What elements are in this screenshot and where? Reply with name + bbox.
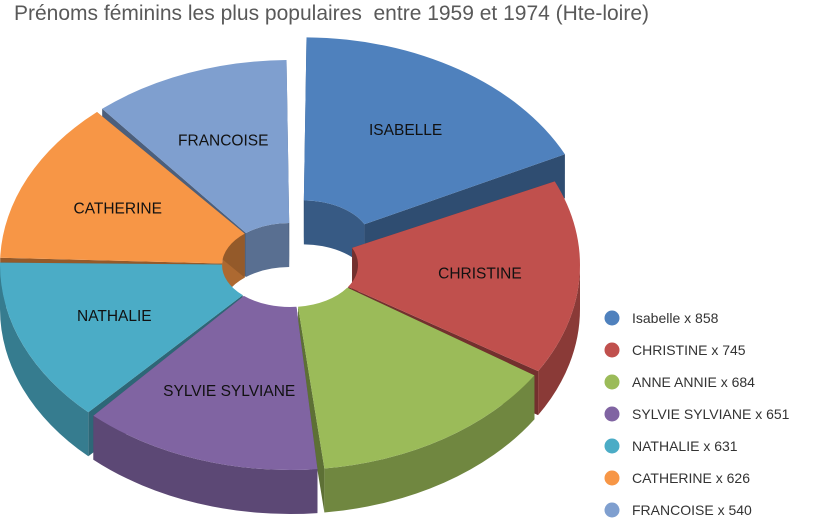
slice-outer-wall: [93, 415, 318, 514]
legend-marker: [604, 502, 620, 518]
slice-labels: ISABELLE CHRISTINE SYLVIE SYLVIANE NATHALIE…: [74, 122, 522, 400]
slice-outer-wall: [538, 265, 580, 416]
legend-marker: [604, 470, 620, 486]
slice-label: FRANCOISE: [178, 132, 268, 149]
legend-entry: CHRISTINE x 745: [632, 342, 746, 358]
legend-marker: [604, 406, 620, 422]
legend-entry: CATHERINE x 626: [632, 470, 750, 486]
slice-top-face: [298, 287, 535, 469]
chart-title: Prénoms féminins les plus populaires ent…: [14, 2, 649, 25]
slice-inner-wall: [245, 223, 290, 278]
slice-outer-wall: [0, 265, 89, 457]
legend-entry: FRANCOISE x 540: [632, 502, 752, 518]
slice-label: SYLVIE SYLVIANE: [163, 383, 295, 400]
slice-anne-annie: [298, 287, 535, 513]
legend-marker: [604, 374, 620, 390]
slice-label: ISABELLE: [369, 122, 442, 139]
slice-sylvie-sylviane: [93, 295, 318, 514]
legend-entry: ANNE ANNIE x 684: [632, 374, 755, 390]
slice-side-face: [298, 306, 325, 513]
slice-outer-wall: [324, 375, 535, 513]
legend: Isabelle x 858 CHRISTINE x 745 ANNE ANNIE …: [604, 310, 790, 518]
slice-top-face: [93, 295, 318, 470]
slice-top-face: [102, 60, 290, 234]
slice-top-face: [348, 181, 580, 372]
legend-entry: SYLVIE SYLVIANE x 651: [632, 406, 790, 422]
legend-marker: [604, 438, 620, 454]
legend-entry: Isabelle x 858: [632, 310, 719, 326]
legend-marker: [604, 342, 620, 358]
slice-label: NATHALIE: [77, 308, 152, 325]
legend-marker: [604, 310, 620, 326]
slice-top-face: [0, 112, 245, 264]
slice-top-face: [303, 37, 565, 225]
slice-top-face: [0, 262, 243, 413]
slice-label: CATHERINE: [74, 200, 162, 217]
slice-label: CHRISTINE: [438, 265, 522, 282]
slices-layer: [0, 37, 580, 514]
legend-entry: NATHALIE x 631: [632, 438, 738, 454]
slice-inner-wall: [303, 200, 365, 269]
